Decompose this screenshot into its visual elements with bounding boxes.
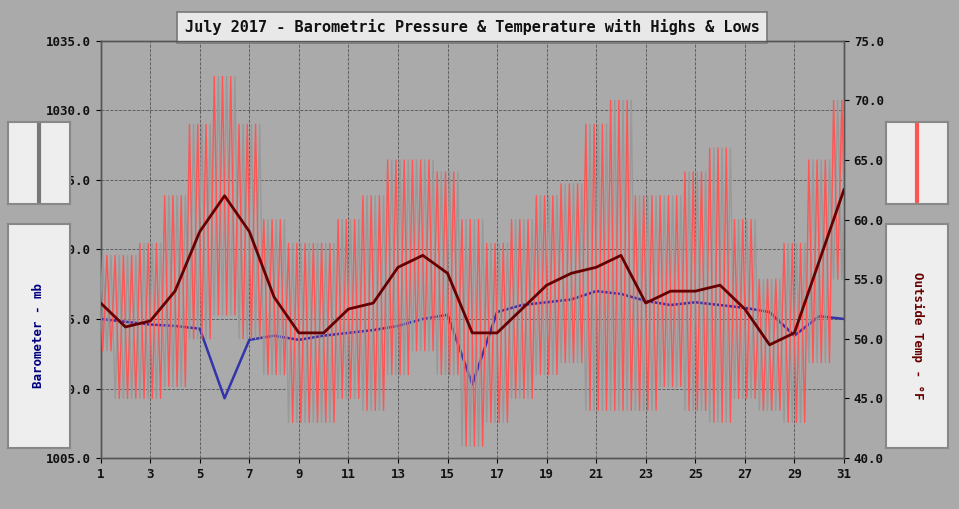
Text: Outside Temp - °F: Outside Temp - °F xyxy=(911,272,924,400)
Title: July 2017 - Barometric Pressure & Temperature with Highs & Lows: July 2017 - Barometric Pressure & Temper… xyxy=(185,19,760,36)
Text: Barometer - mb: Barometer - mb xyxy=(33,284,45,388)
